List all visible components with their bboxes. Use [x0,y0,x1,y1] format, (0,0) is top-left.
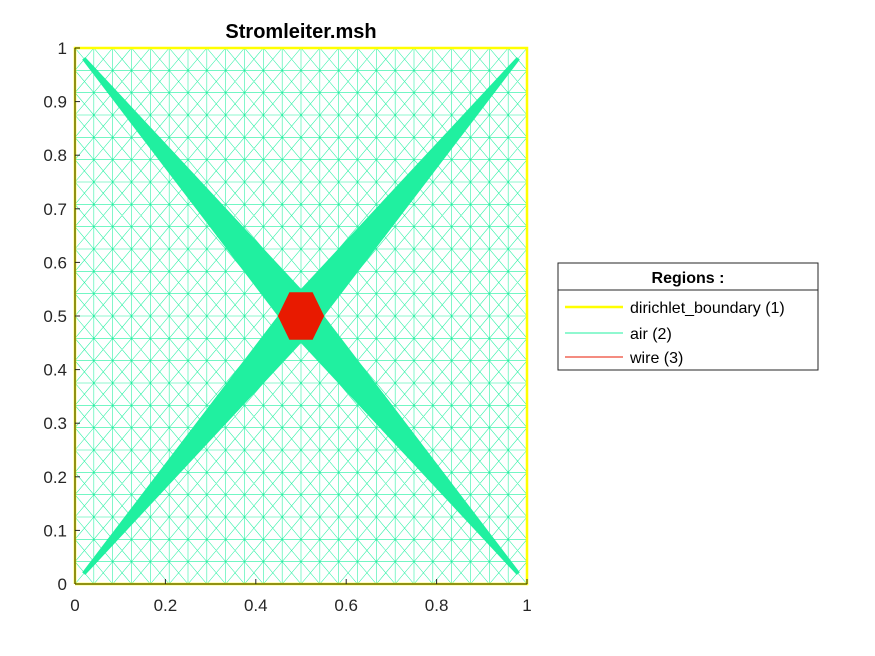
legend-label-dirichlet-boundary: dirichlet_boundary (1) [630,300,785,317]
x-tick-label: 0.4 [244,596,268,615]
y-tick-label: 1 [58,39,67,58]
x-tick-label: 0.2 [154,596,178,615]
x-tick-label: 0.6 [334,596,358,615]
x-tick-label: 1 [522,596,531,615]
legend-label-wire: wire (3) [629,350,683,367]
x-tick-label: 0 [70,596,79,615]
y-tick-label: 0.6 [43,253,67,272]
y-tick-label: 0.8 [43,146,67,165]
y-tick-label: 0.2 [43,468,67,487]
y-tick-label: 0.7 [43,200,67,219]
y-tick-label: 0.9 [43,93,67,112]
axes-layer: 0 0.2 0.4 0.6 0.8 1 0 0.1 0.2 0.3 0.4 0.5 0.6 0.7 0.8 0… [43,39,531,615]
chart-title: Stromleiter.msh [225,21,376,43]
legend-label-air: air (2) [630,326,672,343]
legend-title: Regions : [652,270,725,287]
x-tick-label: 0.8 [425,596,449,615]
legend: Regions : dirichlet_boundary (1) air (2)… [557,262,819,371]
y-tick-label: 0.1 [43,521,67,540]
y-tick-label: 0.4 [43,361,67,380]
y-tick-label: 0.5 [43,307,67,326]
y-tick-label: 0.3 [43,414,67,433]
wire-region [277,292,325,340]
legend-box [557,262,819,371]
y-tick-label: 0 [58,575,67,594]
